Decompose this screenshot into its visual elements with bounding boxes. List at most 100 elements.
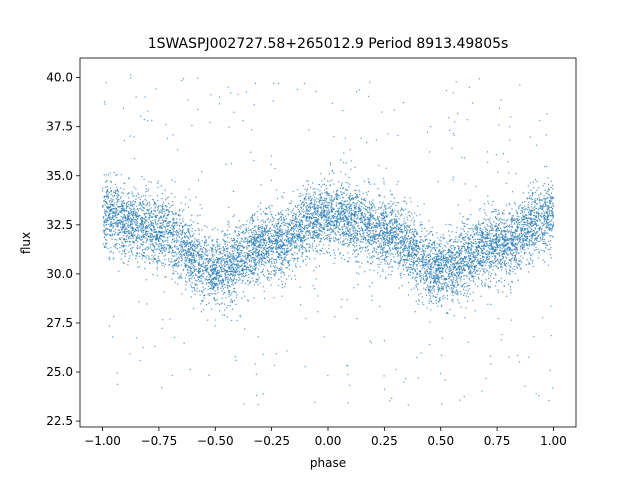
data-point [361, 198, 363, 201]
data-point [326, 250, 328, 252]
data-point [122, 207, 124, 210]
data-point [171, 250, 174, 252]
data-point [476, 255, 478, 257]
data-point [534, 232, 536, 234]
data-point [345, 173, 347, 175]
data-point [340, 306, 343, 308]
data-point [531, 223, 534, 225]
data-point [413, 261, 415, 263]
data-point [443, 279, 445, 281]
data-point [230, 260, 232, 262]
data-point [157, 180, 159, 182]
data-point [421, 268, 423, 270]
data-point [285, 251, 287, 253]
data-point [333, 237, 335, 239]
data-point [354, 221, 356, 223]
data-point [534, 202, 536, 204]
data-point [283, 221, 285, 223]
data-point [342, 186, 344, 189]
data-point [135, 223, 137, 226]
data-point [348, 198, 350, 200]
data-point [217, 289, 219, 291]
data-point [176, 283, 179, 285]
data-point [232, 237, 235, 240]
data-point [379, 225, 381, 227]
data-point [521, 235, 523, 237]
data-point [195, 268, 197, 270]
data-point [263, 257, 266, 259]
data-point [342, 219, 345, 221]
data-point [254, 229, 256, 231]
data-point [415, 215, 417, 217]
data-point [424, 239, 427, 241]
data-point [474, 226, 476, 228]
data-point [391, 239, 393, 242]
data-point [456, 250, 458, 252]
data-point [191, 263, 193, 265]
data-point [440, 256, 442, 258]
data-point [319, 214, 321, 216]
data-point [162, 208, 164, 210]
data-point [515, 258, 517, 260]
data-point [519, 264, 521, 266]
data-point [517, 223, 519, 225]
data-point [233, 258, 235, 261]
data-point [338, 239, 340, 241]
data-point [271, 253, 273, 255]
data-point [391, 266, 394, 268]
data-point [172, 211, 174, 213]
data-point [337, 213, 340, 215]
data-point [146, 255, 148, 257]
data-point [498, 280, 500, 282]
data-point [455, 256, 458, 259]
data-point [391, 229, 393, 232]
data-point [335, 226, 337, 228]
data-point [435, 264, 437, 266]
data-point [378, 246, 380, 249]
data-point [292, 253, 294, 255]
data-point [144, 198, 146, 200]
data-point [410, 243, 412, 245]
data-point [279, 234, 281, 236]
data-point [530, 206, 532, 208]
data-point [237, 245, 239, 247]
data-point [436, 254, 439, 256]
data-point [151, 230, 153, 232]
data-point [500, 281, 502, 283]
data-point [407, 250, 409, 252]
data-point [423, 268, 425, 270]
data-point [359, 218, 361, 220]
data-point [281, 260, 284, 262]
data-point [128, 238, 130, 240]
data-point [286, 231, 288, 233]
data-point [434, 275, 436, 277]
data-point [131, 223, 133, 225]
data-point [367, 224, 369, 226]
data-point [439, 250, 441, 252]
data-point [334, 212, 337, 214]
data-point [446, 272, 448, 274]
data-point [176, 224, 178, 227]
data-point [327, 206, 329, 209]
data-point [224, 279, 226, 281]
data-point [517, 213, 519, 215]
data-point [453, 248, 456, 251]
data-point [284, 256, 286, 258]
data-point [505, 252, 508, 254]
data-point [521, 238, 523, 240]
data-point [473, 255, 475, 257]
data-point [429, 288, 431, 291]
data-point [278, 256, 280, 258]
data-point [383, 206, 385, 208]
data-point [280, 244, 282, 246]
data-point [207, 237, 210, 239]
data-point [270, 264, 272, 266]
data-point [490, 229, 493, 232]
data-point [323, 197, 325, 199]
data-point [313, 207, 315, 210]
data-point [263, 243, 266, 245]
data-point [383, 204, 386, 206]
data-point [198, 272, 200, 274]
data-point [246, 263, 249, 265]
data-point [134, 214, 136, 217]
